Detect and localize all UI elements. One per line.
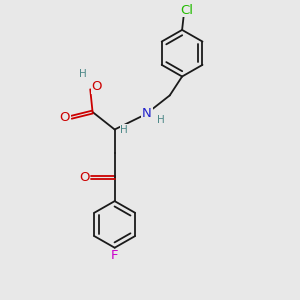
Text: O: O [79,171,89,184]
Text: O: O [60,111,70,124]
Text: H: H [120,124,128,134]
Text: H: H [79,69,87,79]
Text: F: F [111,249,118,262]
Text: O: O [92,80,102,93]
Text: H: H [157,115,165,124]
Text: Cl: Cl [180,4,193,16]
Text: N: N [142,107,152,120]
